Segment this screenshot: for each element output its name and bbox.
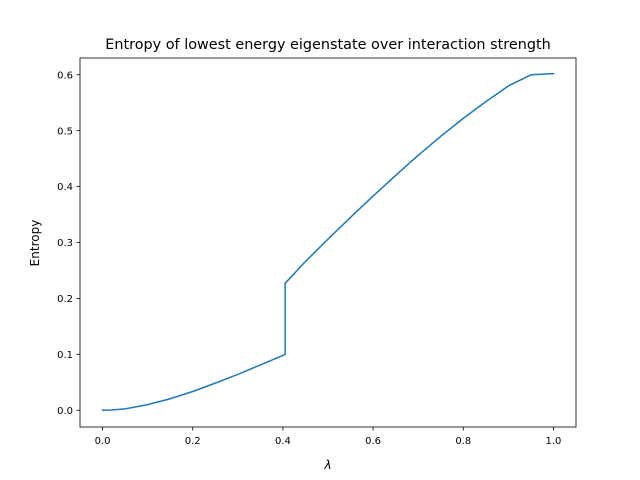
series-layer xyxy=(101,72,555,411)
y-axis-ticks: 0.0 0.1 0.2 0.3 0.4 0.5 0.6 xyxy=(57,70,80,417)
x-axis-ticks: 0.0 0.2 0.4 0.6 0.8 1.0 xyxy=(95,427,562,447)
x-tick-label: 0.0 xyxy=(95,436,111,447)
x-tick-label: 0.8 xyxy=(455,436,471,447)
x-tick-label: 0.6 xyxy=(365,436,381,447)
y-tick-label: 0.5 xyxy=(57,126,73,137)
y-tick-label: 0.0 xyxy=(57,406,73,417)
x-tick-label: 0.2 xyxy=(185,436,201,447)
x-axis-label: λ xyxy=(323,458,331,472)
y-tick-label: 0.6 xyxy=(57,70,73,81)
y-tick-label: 0.3 xyxy=(57,238,73,249)
y-tick-label: 0.1 xyxy=(57,350,73,361)
y-tick-label: 0.4 xyxy=(57,182,73,193)
y-tick-label: 0.2 xyxy=(57,294,73,305)
chart-title: Entropy of lowest energy eigenstate over… xyxy=(105,37,550,53)
x-tick-label: 1.0 xyxy=(546,436,562,447)
x-tick-label: 0.4 xyxy=(275,436,291,447)
y-axis-label: Entropy xyxy=(28,220,42,267)
plot-area xyxy=(80,58,576,427)
series-line xyxy=(101,72,555,411)
